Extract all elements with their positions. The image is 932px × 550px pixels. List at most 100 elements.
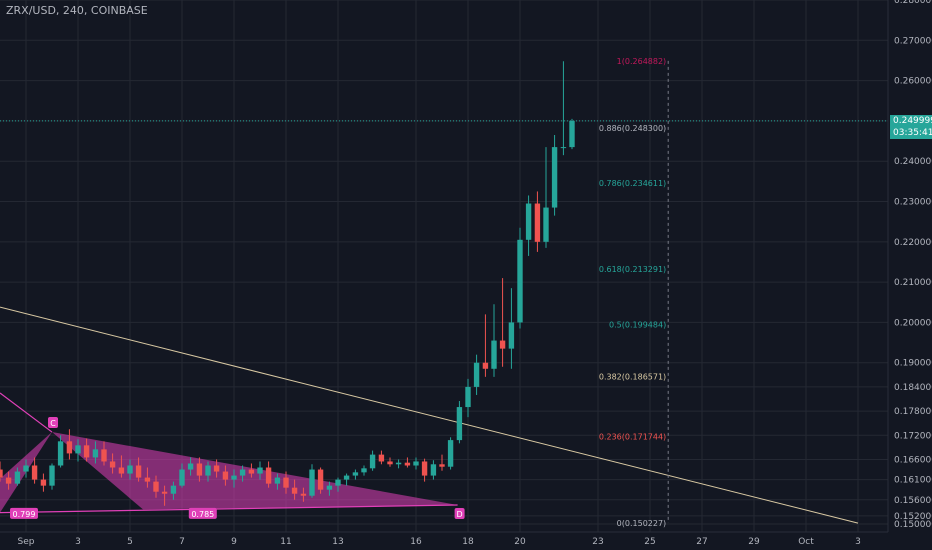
fib-level-label: 0.236(0.171744)	[599, 432, 666, 441]
candles	[0, 61, 575, 506]
candle-body	[543, 207, 549, 242]
candle-body	[101, 449, 107, 462]
candle	[439, 454, 445, 471]
x-tick-label: 3	[855, 537, 861, 547]
candle	[369, 450, 376, 471]
pattern-ratio-label-badge	[10, 507, 38, 519]
candle	[66, 429, 73, 460]
candle-body	[14, 471, 21, 484]
candle	[101, 441, 107, 466]
candle-body	[66, 441, 73, 454]
x-tick-label: 20	[514, 537, 526, 547]
candle-body	[343, 475, 350, 480]
candle	[161, 485, 168, 506]
candle	[265, 461, 272, 488]
candle-body	[335, 479, 341, 486]
candle-body	[491, 340, 497, 369]
candle	[421, 458, 428, 482]
candle	[135, 457, 142, 482]
pattern-point-d-label: D	[457, 510, 463, 519]
candle	[127, 459, 133, 480]
candle-body	[369, 454, 376, 469]
x-tick-label: 3	[75, 537, 81, 547]
trendline-layer	[0, 306, 859, 524]
candle	[569, 118, 575, 150]
candle	[109, 453, 116, 474]
candle-body	[456, 407, 463, 441]
x-tick-label: 11	[280, 537, 291, 547]
candle-body	[49, 465, 55, 486]
candle-body	[525, 203, 532, 240]
candle-body	[0, 469, 3, 478]
x-tick-label: 5	[127, 537, 133, 547]
candle	[31, 457, 38, 484]
candle	[413, 457, 419, 470]
candle-body	[387, 461, 393, 465]
candle-body	[326, 485, 333, 490]
candle	[213, 459, 220, 478]
candle-body	[274, 477, 281, 484]
candle	[335, 477, 341, 492]
pattern-leg	[0, 504, 458, 514]
x-tick-label: 9	[231, 537, 237, 547]
candle	[430, 460, 437, 480]
candle-body	[127, 465, 133, 474]
candle	[491, 304, 497, 377]
candle-body	[560, 147, 567, 149]
candle	[352, 469, 359, 480]
candle-body	[551, 147, 558, 208]
trendline	[0, 306, 859, 524]
candle-body	[187, 463, 194, 470]
x-tick-label: 25	[644, 537, 655, 547]
candle	[5, 471, 12, 490]
candle-body	[239, 469, 246, 476]
candle	[248, 463, 255, 478]
candle	[49, 463, 55, 490]
candle	[343, 473, 350, 486]
pattern-ratio-label: 0.799	[13, 510, 36, 519]
candle	[447, 437, 454, 470]
candle-body	[309, 469, 315, 496]
candle-body	[213, 465, 220, 472]
candle-body	[499, 340, 506, 349]
fib-level-label: 0.886(0.248300)	[599, 124, 666, 133]
candle-body	[40, 479, 47, 486]
candle	[326, 481, 333, 496]
candle	[473, 354, 480, 395]
pattern-point-c-label: C	[50, 419, 56, 428]
fib-level-label: 1(0.264882)	[617, 57, 667, 66]
candle-body	[421, 461, 428, 476]
candle-body	[118, 467, 125, 474]
candle-body	[5, 477, 12, 484]
time-axis[interactable]: Sep 3 5 7 9 11 13 16 18 20 23 25 27 29 Oct 3	[0, 531, 888, 547]
pattern-ratio-label-badge	[188, 507, 217, 519]
candle	[525, 195, 532, 256]
candle-body	[395, 462, 402, 465]
candle	[231, 469, 237, 488]
candle-body	[144, 477, 151, 482]
bar-countdown-tag: 03:35:41	[890, 126, 932, 139]
x-tick-label: Oct	[798, 537, 814, 547]
x-tick-label: Sep	[18, 537, 35, 547]
candle-body	[248, 469, 255, 474]
y-tick-label: 0.280000	[894, 0, 932, 6]
candle	[205, 461, 211, 482]
pattern-point-d-label-badge	[454, 507, 465, 519]
candle	[551, 135, 558, 216]
candle-body	[404, 462, 411, 466]
symbol-title: ZRX/USD, 240, COINBASE	[6, 4, 148, 17]
x-tick-label: 16	[410, 537, 422, 547]
candle-body	[300, 493, 307, 496]
candle-body	[569, 120, 575, 148]
candle	[153, 475, 159, 498]
